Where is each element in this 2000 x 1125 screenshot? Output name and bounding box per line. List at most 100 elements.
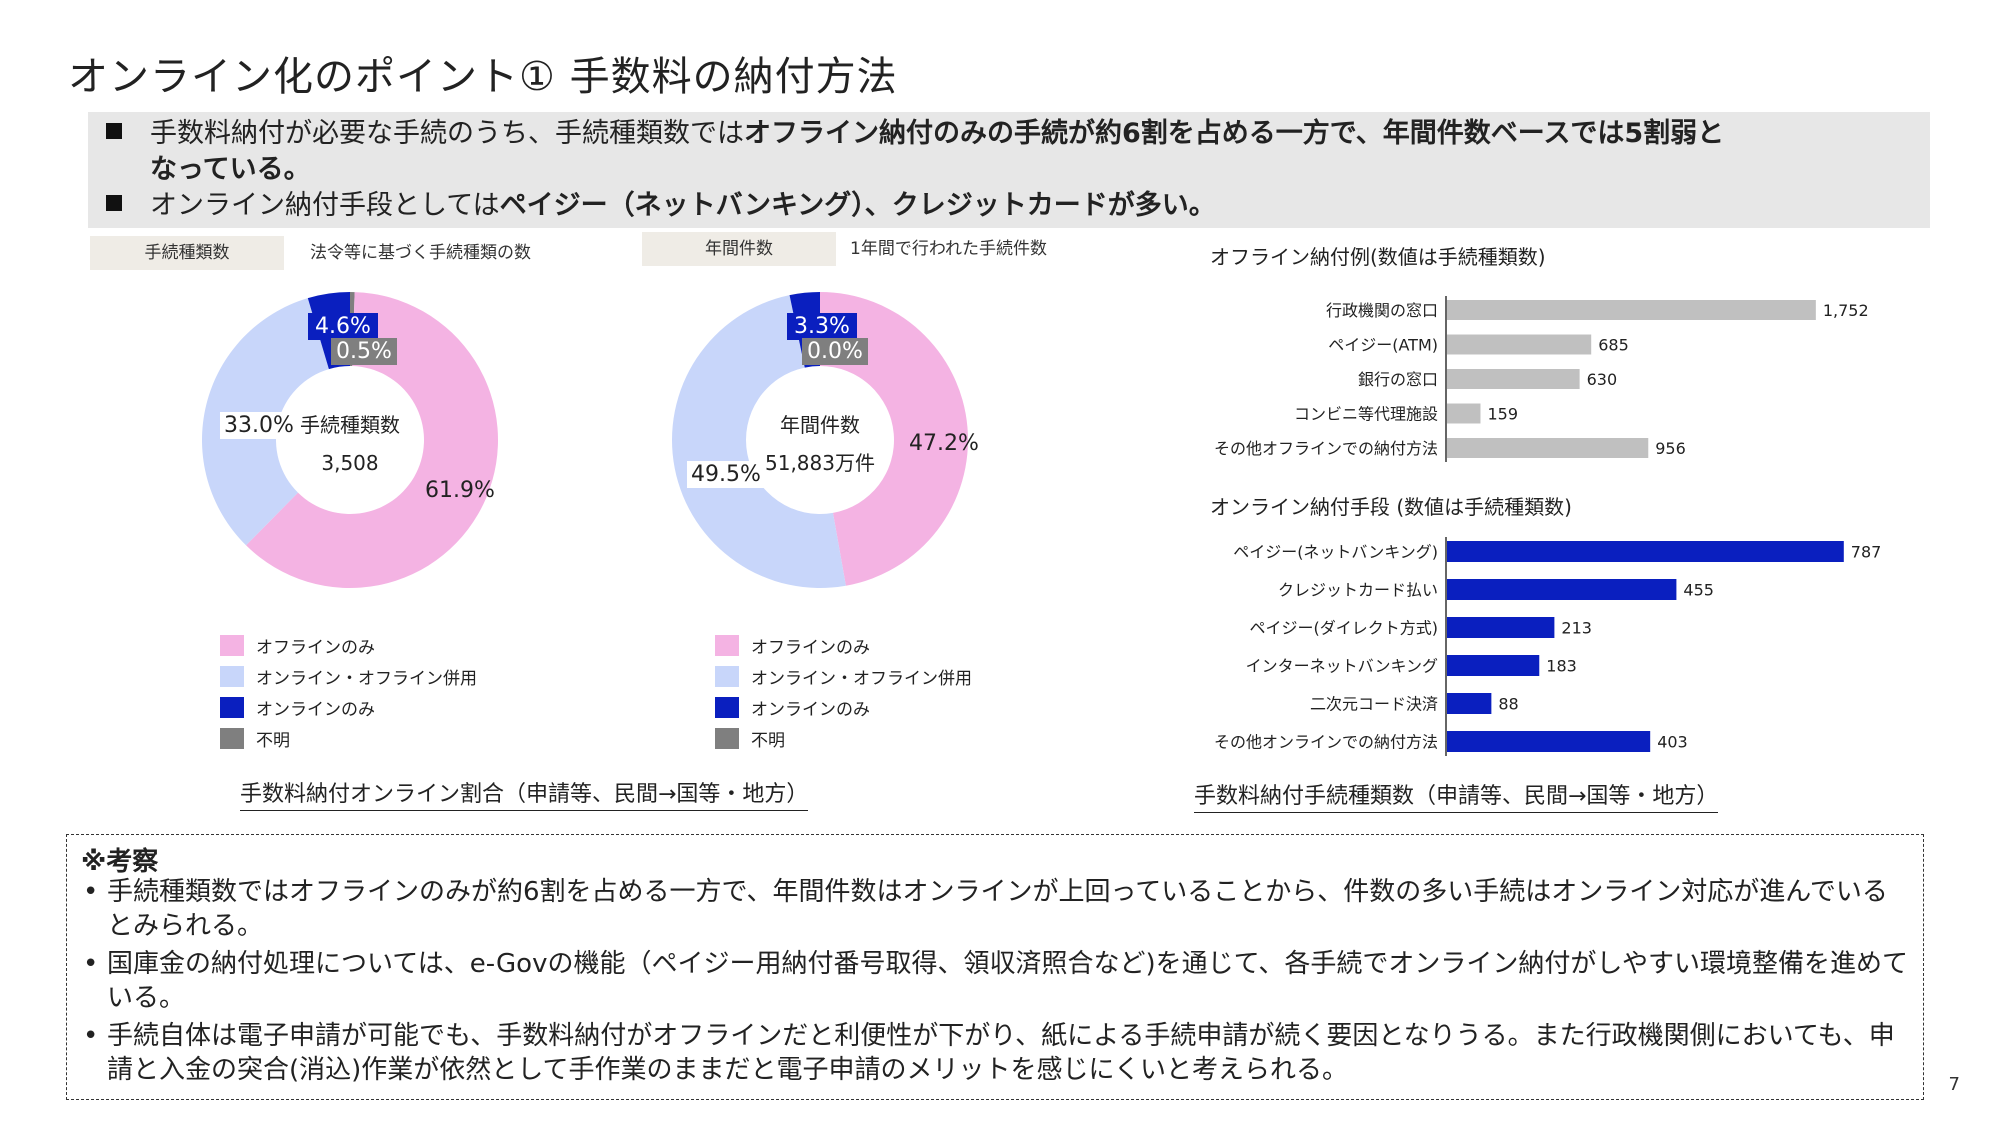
bar-value-label: 787	[1851, 543, 1882, 562]
bar-category-label: 二次元コード決済	[1310, 695, 1438, 714]
notes-box: ※考察 手続種類数ではオフラインのみが約6割を占める一方で、年間件数はオンライン…	[66, 834, 1924, 1100]
left-desc: 法令等に基づく手続種類の数	[310, 243, 531, 263]
legend-label: オンラインのみ	[256, 700, 375, 720]
page-number: 7	[1948, 1074, 1960, 1095]
donut-chart-annual-cases: 年間件数 51,883万件 47.2% 49.5% 3.3%0.0%	[671, 292, 979, 588]
bar	[1447, 731, 1651, 752]
bar-chart-online-methods: オンライン納付手段 (数値は手続種類数) ペイジー(ネットバンキング) 787 クレジ…	[1210, 495, 1882, 756]
bar-value-label: 630	[1587, 370, 1618, 389]
slice-label-bg	[331, 338, 397, 365]
bar-category-label: ペイジー(ATM)	[1328, 336, 1438, 355]
slice-label: 47.2%	[909, 431, 979, 456]
bar-category-label: クレジットカード払い	[1278, 581, 1438, 600]
bar-chart-title: オンライン納付手段 (数値は手続種類数)	[1210, 495, 1572, 519]
legend-left: オフラインのみ オンライン・オフライン併用 オンラインのみ 不明	[220, 630, 477, 754]
legend-swatch	[220, 697, 244, 718]
mid-tag: 年間件数	[642, 232, 836, 266]
bar-category-label: ペイジー(ネットバンキング)	[1233, 543, 1438, 562]
bar-value-label: 159	[1487, 405, 1518, 424]
summary-text: 手数料納付が必要な手続のうち、手続種類数では	[150, 118, 744, 149]
summary-line-2: なっている。	[150, 152, 311, 188]
bar-value-label: 88	[1498, 695, 1518, 714]
donut-caption: 手数料納付オンライン割合（申請等、民間→国等・地方）	[240, 776, 809, 811]
bar-category-label: コンビニ等代理施設	[1294, 405, 1438, 424]
legend-item: オフラインのみ	[715, 630, 972, 661]
bar-value-label: 1,752	[1823, 301, 1869, 320]
legend-label: 不明	[751, 731, 785, 751]
slice-label-bg	[220, 412, 298, 439]
legend-item: 不明	[715, 723, 972, 754]
legend-label: オンライン・オフライン併用	[256, 669, 477, 689]
legend-item: オフラインのみ	[220, 630, 477, 661]
summary-text: オンライン納付手段としては	[150, 190, 500, 221]
legend-swatch	[220, 728, 244, 749]
bar	[1447, 579, 1677, 600]
bar	[1447, 300, 1816, 320]
slice-label: 3.3%	[794, 314, 850, 339]
donut-center-value: 51,883万件	[765, 451, 875, 475]
bar	[1447, 655, 1540, 676]
slice-label: 33.0%	[224, 413, 294, 438]
slice-label-bg	[802, 338, 868, 365]
square-bullet-icon	[106, 123, 122, 139]
bar-caption: 手数料納付手続種類数（申請等、民間→国等・地方）	[1194, 778, 1719, 813]
bar-value-label: 956	[1655, 439, 1686, 458]
slice-label: 61.9%	[425, 478, 495, 503]
bar-category-label: インターネットバンキング	[1246, 657, 1438, 676]
bar	[1447, 693, 1492, 714]
bar-category-label: 銀行の窓口	[1358, 370, 1438, 389]
slice-label: 4.6%	[315, 314, 371, 339]
square-bullet-icon	[106, 195, 122, 211]
slice-label-bg	[308, 313, 378, 340]
page-title: オンライン化のポイント① 手数料の納付方法	[68, 54, 898, 100]
legend-label: オフラインのみ	[751, 638, 870, 658]
legend-item: オンライン・オフライン併用	[220, 661, 477, 692]
donut-slice	[820, 292, 968, 586]
legend-item: オンラインのみ	[715, 692, 972, 723]
donut-center-value: 3,508	[321, 451, 378, 475]
left-tag: 手続種類数	[90, 236, 284, 270]
notes-heading: ※考察	[81, 847, 159, 877]
bar-category-label: その他オンラインでの納付方法	[1214, 733, 1438, 752]
bar-category-label: その他オフラインでの納付方法	[1214, 439, 1438, 458]
legend-item: オンライン・オフライン併用	[715, 661, 972, 692]
bar-value-label: 403	[1657, 733, 1688, 752]
bar	[1447, 403, 1481, 424]
legend-item: 不明	[220, 723, 477, 754]
notes-item: 手続種類数ではオフラインのみが約6割を占める一方で、年間件数はオンラインが上回っ…	[79, 875, 1909, 943]
slice-label: 0.0%	[807, 339, 863, 364]
donut-slice	[671, 295, 846, 588]
summary-box: 手数料納付が必要な手続のうち、手続種類数ではオフライン納付のみの手続が約6割を占…	[88, 112, 1930, 228]
notes-list: 手続種類数ではオフラインのみが約6割を占める一方で、年間件数はオンラインが上回っ…	[79, 875, 1909, 1091]
donut-center-title: 手続種類数	[300, 413, 400, 437]
summary-bold-text: ペイジー（ネットバンキング）、クレジットカードが多い。	[499, 190, 1216, 221]
bar	[1447, 334, 1592, 355]
notes-item: 手続自体は電子申請が可能でも、手数料納付がオフラインだと利便性が下がり、紙による…	[79, 1019, 1909, 1087]
slice-label: 0.5%	[336, 339, 392, 364]
legend-swatch	[715, 666, 739, 687]
donut-slice	[246, 292, 498, 588]
legend-swatch	[715, 728, 739, 749]
bar-value-label: 685	[1598, 336, 1629, 355]
legend-label: 不明	[256, 731, 290, 751]
summary-line-3: オンライン納付手段としてはペイジー（ネットバンキング）、クレジットカードが多い。	[106, 188, 1216, 224]
bar-chart-title: オフライン納付例(数値は手続種類数)	[1210, 245, 1546, 269]
donut-chart-procedure-types: 手続種類数 3,508 61.9% 33.0% 4.6%0.5%	[201, 292, 498, 588]
bar	[1447, 541, 1844, 562]
legend-label: オフラインのみ	[256, 638, 375, 658]
bar-chart-offline-methods: オフライン納付例(数値は手続種類数) 行政機関の窓口 1,752 ペイジー(ATM) 6…	[1210, 245, 1869, 462]
slice-label-bg	[687, 461, 765, 488]
donut-center-title: 年間件数	[780, 413, 860, 437]
bar-category-label: 行政機関の窓口	[1326, 301, 1438, 320]
bar-value-label: 213	[1561, 619, 1592, 638]
summary-bold-text: なっている。	[150, 154, 311, 185]
legend-swatch	[715, 635, 739, 656]
legend-mid: オフラインのみ オンライン・オフライン併用 オンラインのみ 不明	[715, 630, 972, 754]
legend-swatch	[220, 635, 244, 656]
bar-value-label: 183	[1546, 657, 1577, 676]
bar	[1447, 369, 1580, 389]
legend-swatch	[715, 697, 739, 718]
legend-item: オンラインのみ	[220, 692, 477, 723]
bar	[1447, 617, 1555, 638]
legend-label: オンライン・オフライン併用	[751, 669, 972, 689]
